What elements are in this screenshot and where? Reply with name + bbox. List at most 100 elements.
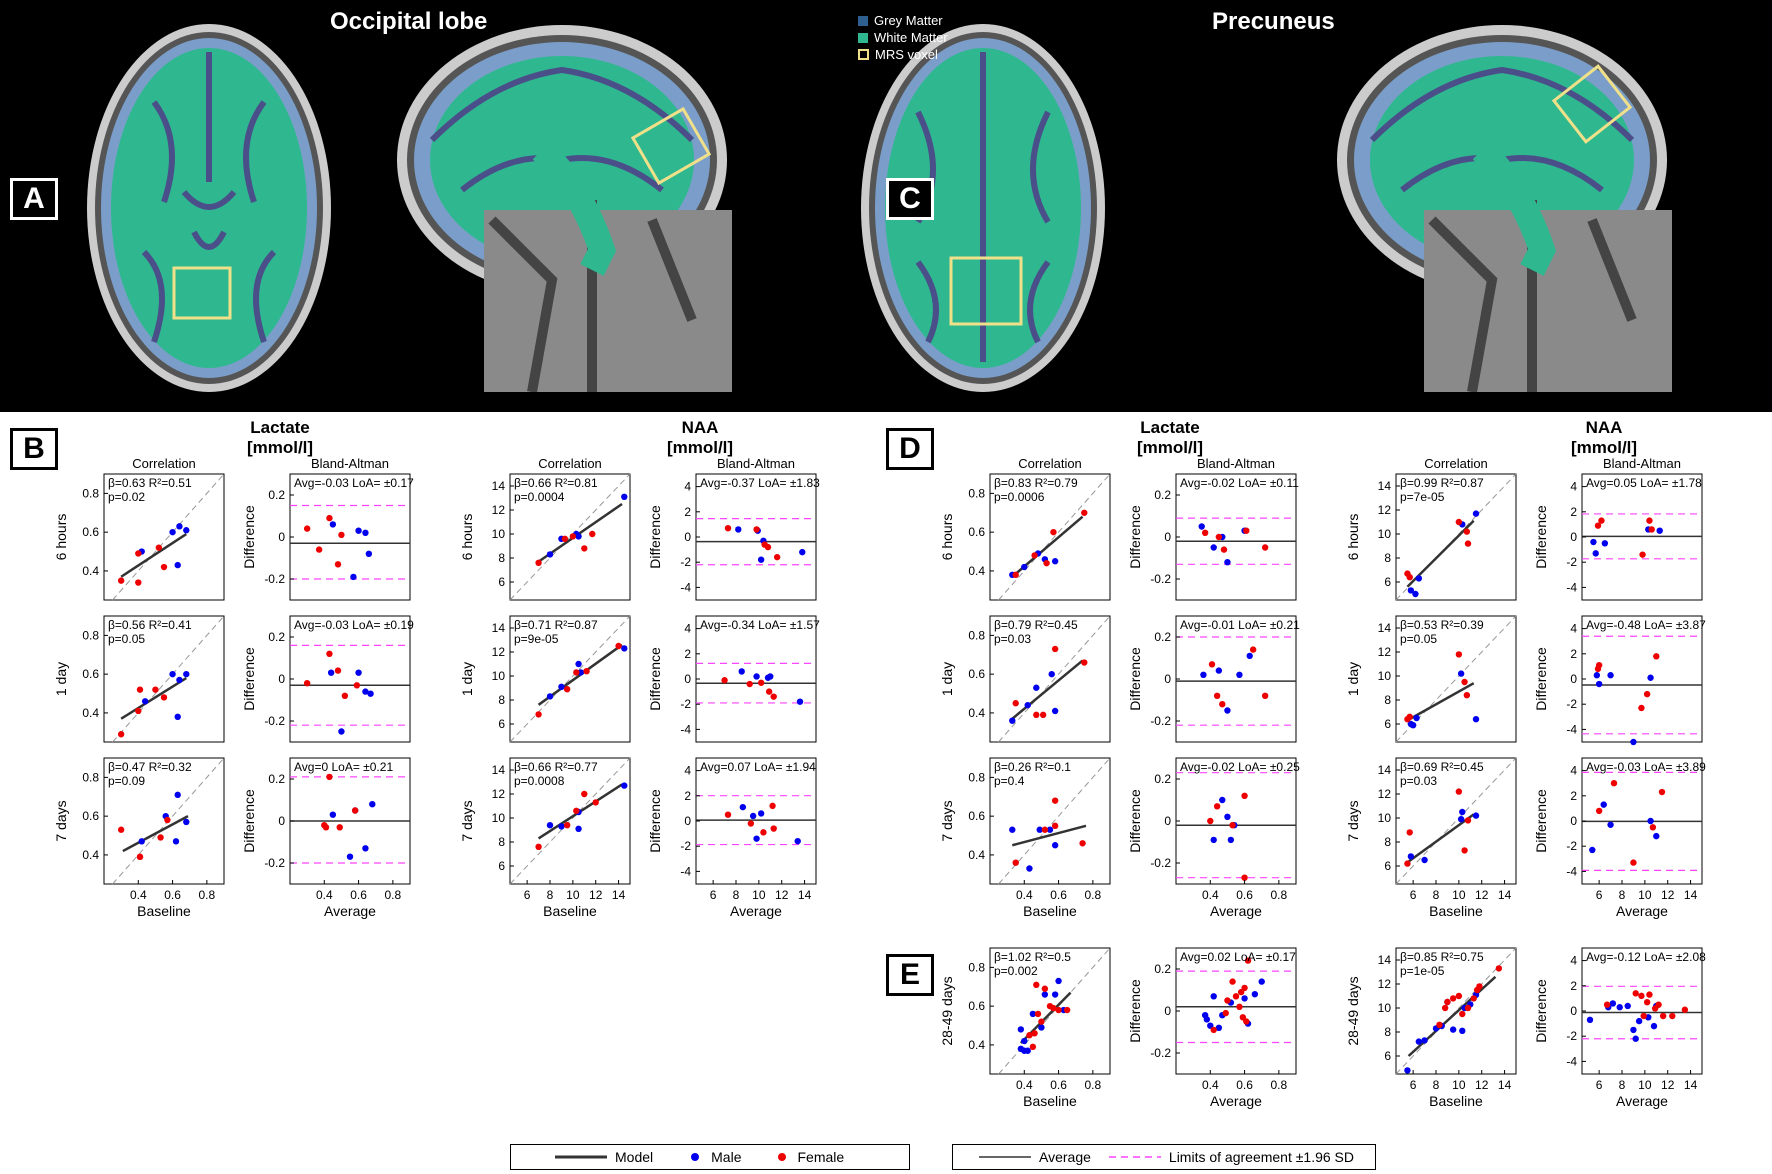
male-point — [575, 533, 582, 540]
male-point — [176, 523, 183, 530]
plot-area — [290, 504, 410, 581]
plot-area — [509, 473, 631, 601]
plot-area — [112, 757, 225, 885]
y-tick-label: 12 — [492, 503, 506, 517]
male-point — [1647, 674, 1654, 681]
annotation-text: Avg=0.05 LoA= ±1.78 — [1586, 476, 1702, 490]
female-point — [1219, 701, 1226, 708]
male-point — [1055, 977, 1062, 985]
female-dot-icon — [777, 1153, 786, 1161]
y-tick-label: 0.6 — [82, 667, 99, 681]
y-axis-label: Difference — [1127, 979, 1143, 1043]
female-point — [561, 535, 569, 542]
plot-area — [1395, 947, 1517, 1075]
female-point — [1640, 1012, 1647, 1020]
annotation-text: β=0.66 R²=0.81 — [514, 476, 598, 490]
y-tick-label: 0.4 — [968, 564, 985, 578]
plot-frame — [1581, 615, 1703, 743]
male-point — [1415, 575, 1423, 582]
y-axis-label: Difference — [1533, 979, 1549, 1043]
x-axis-label: Average — [730, 903, 782, 919]
female-point — [1244, 957, 1252, 964]
male-point — [327, 669, 335, 676]
mri-axial-occipital — [87, 24, 331, 392]
y-tick-label: 4 — [1570, 954, 1577, 968]
male-point — [546, 551, 554, 558]
y-tick-label: 0 — [1164, 530, 1171, 544]
male-point — [1616, 1004, 1623, 1011]
male-point — [621, 782, 628, 789]
y-tick-label: -2 — [1566, 697, 1577, 711]
x-axis-label: Baseline — [1023, 903, 1077, 919]
y-tick-label: -4 — [680, 864, 691, 878]
male-point — [1632, 1035, 1639, 1042]
plot-area — [1582, 771, 1702, 871]
y-tick-label: 14 — [492, 763, 506, 777]
female-point — [1033, 711, 1040, 719]
y-tick-label: 12 — [492, 645, 506, 659]
female-point — [117, 826, 125, 833]
x-tick-label: 14 — [1684, 888, 1698, 902]
annotation-text: p=0.002 — [994, 964, 1038, 978]
male-point — [1607, 821, 1614, 828]
y-axis-label: Difference — [1533, 647, 1549, 711]
female-point — [1051, 797, 1059, 804]
female-point — [1595, 661, 1603, 669]
annotation-text: Avg=-0.03 LoA= ±0.17 — [294, 476, 414, 490]
female-point — [581, 545, 588, 552]
chart-panel-D-lac-7d-corr: β=0.26 R²=0.1p=0.4 0.4 0.6 0.8 0.4 0.6 0.8 Base… — [939, 757, 1111, 919]
annotation-text: Avg=-0.48 LoA= ±3.87 — [1586, 618, 1706, 632]
female-point — [117, 731, 125, 738]
y-tick-label: 14 — [492, 479, 506, 493]
x-tick-label: 8 — [1433, 1078, 1440, 1092]
female-point — [1220, 546, 1228, 553]
annotation-text: Avg=-0.34 LoA= ±1.57 — [700, 618, 820, 632]
male-point — [1215, 667, 1223, 674]
annotation-text: p=1e-05 — [1400, 964, 1445, 978]
female-point — [1436, 1021, 1443, 1028]
female-point — [136, 686, 144, 693]
y-tick-label: 0.6 — [968, 809, 985, 823]
y-tick-label: 0.4 — [82, 706, 99, 720]
male-point — [138, 838, 145, 845]
identity-line — [112, 615, 225, 743]
plot-area — [1582, 513, 1702, 560]
male-point — [1407, 853, 1415, 860]
plot-frame — [695, 757, 817, 885]
female-point — [1050, 528, 1057, 536]
male-point — [355, 669, 362, 676]
x-tick-label: 10 — [566, 888, 580, 902]
plot-frame — [989, 947, 1111, 1075]
y-tick-label: 14 — [1378, 479, 1392, 493]
y-tick-label: -4 — [1566, 580, 1577, 594]
y-tick-label: 0 — [684, 814, 691, 828]
plot-area — [1176, 772, 1296, 881]
male-point — [1224, 813, 1231, 820]
male-point — [1413, 714, 1420, 722]
male-point — [558, 823, 565, 830]
y-tick-label: 2 — [684, 647, 691, 661]
female-point — [1449, 995, 1457, 1002]
female-point — [1610, 780, 1618, 787]
panel-label-d: D — [886, 428, 934, 470]
female-point — [1210, 1026, 1217, 1034]
chart-panel-E-lac-corr: β=1.02 R²=0.5p=0.002 0.4 0.6 0.8 0.4 0.6 0.8 Ba… — [939, 947, 1111, 1109]
male-point — [1051, 842, 1059, 849]
male-point — [1051, 991, 1059, 998]
y-tick-label: 6 — [1384, 717, 1391, 731]
x-tick-label: 0.8 — [1271, 1078, 1288, 1092]
y-axis-label: 1 day — [939, 662, 955, 696]
legend-bland-altman: Average Limits of agreement ±1.96 SD — [952, 1144, 1376, 1170]
female-point — [721, 677, 728, 684]
male-point — [1653, 832, 1660, 840]
male-point — [1472, 812, 1480, 819]
y-tick-label: 0.8 — [82, 486, 99, 500]
plot-frame — [103, 473, 225, 601]
y-tick-label: -4 — [680, 580, 691, 594]
male-point — [1236, 671, 1243, 678]
plot-frame — [695, 473, 817, 601]
x-axis-label: Baseline — [1429, 1093, 1483, 1109]
female-point — [1603, 1001, 1611, 1008]
x-tick-label: 12 — [1661, 888, 1675, 902]
female-point — [1041, 985, 1049, 992]
